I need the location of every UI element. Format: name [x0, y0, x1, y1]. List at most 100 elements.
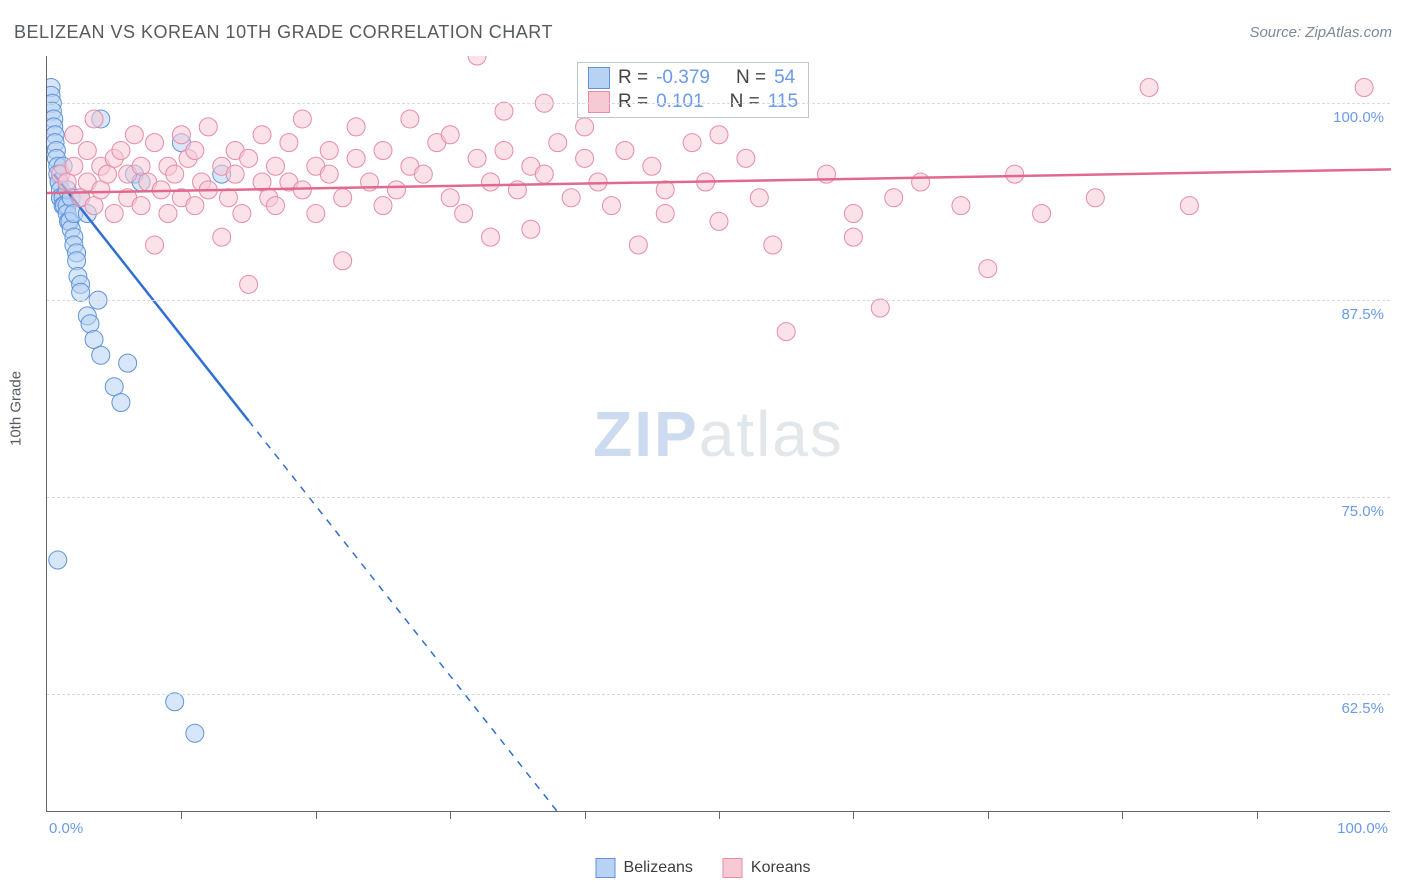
data-point	[522, 220, 540, 238]
scatter-svg	[47, 56, 1391, 812]
data-point	[266, 197, 284, 215]
data-point	[616, 142, 634, 160]
legend-swatch	[596, 858, 616, 878]
y-axis-label: 10th Grade	[8, 371, 25, 446]
data-point	[81, 315, 99, 333]
x-max-label: 100.0%	[1337, 820, 1388, 837]
data-point	[320, 142, 338, 160]
data-point	[656, 205, 674, 223]
data-point	[240, 275, 258, 293]
chart-title: BELIZEAN VS KOREAN 10TH GRADE CORRELATIO…	[14, 22, 553, 43]
data-point	[85, 110, 103, 128]
data-point	[912, 173, 930, 191]
data-point	[1140, 79, 1158, 97]
data-point	[78, 142, 96, 160]
legend-swatch	[588, 67, 610, 89]
data-point	[979, 260, 997, 278]
data-point	[468, 149, 486, 167]
data-point	[186, 197, 204, 215]
legend-R-label: R =	[618, 91, 648, 113]
data-point	[576, 118, 594, 136]
data-point	[710, 126, 728, 144]
data-point	[307, 205, 325, 223]
data-point	[132, 197, 150, 215]
data-point	[92, 346, 110, 364]
grid-line	[47, 694, 1390, 695]
legend-bottom: Belizeans Koreans	[596, 858, 811, 878]
data-point	[213, 228, 231, 246]
y-tick-label: 75.0%	[1341, 503, 1384, 520]
grid-line	[47, 103, 1390, 104]
data-point	[441, 189, 459, 207]
legend-R-value: 0.101	[656, 91, 704, 113]
data-point	[186, 724, 204, 742]
data-point	[549, 134, 567, 152]
data-point	[764, 236, 782, 254]
data-point	[266, 157, 284, 175]
x-tick	[316, 811, 317, 819]
data-point	[347, 149, 365, 167]
x-tick	[181, 811, 182, 819]
data-point	[119, 354, 137, 372]
legend-top: R =-0.379N =54R =0.101N =115	[577, 62, 809, 118]
y-tick-label: 62.5%	[1341, 700, 1384, 717]
data-point	[401, 110, 419, 128]
data-point	[374, 142, 392, 160]
data-point	[576, 149, 594, 167]
data-point	[199, 118, 217, 136]
legend-row: R = -0.379 N = 54	[588, 67, 798, 89]
data-point	[166, 165, 184, 183]
data-point	[414, 165, 432, 183]
data-point	[656, 181, 674, 199]
data-point	[112, 394, 130, 412]
header: BELIZEAN VS KOREAN 10TH GRADE CORRELATIO…	[14, 22, 1392, 43]
data-point	[334, 252, 352, 270]
data-point	[112, 142, 130, 160]
legend-R-label: R =	[618, 67, 648, 89]
data-point	[65, 157, 83, 175]
legend-bottom-item: Belizeans	[596, 858, 693, 878]
data-point	[1086, 189, 1104, 207]
data-point	[629, 236, 647, 254]
x-tick	[853, 811, 854, 819]
x-tick	[585, 811, 586, 819]
data-point	[844, 205, 862, 223]
legend-series-name: Belizeans	[624, 859, 693, 877]
data-point	[482, 173, 500, 191]
plot-area: ZIPatlas R =-0.379N =54R =0.101N =115 10…	[46, 56, 1390, 812]
grid-line	[47, 497, 1390, 498]
data-point	[643, 157, 661, 175]
grid-line	[47, 300, 1390, 301]
data-point	[49, 551, 67, 569]
data-point	[482, 228, 500, 246]
data-point	[65, 126, 83, 144]
data-point	[777, 323, 795, 341]
data-point	[387, 181, 405, 199]
data-point	[125, 126, 143, 144]
legend-R-value: -0.379	[656, 67, 710, 89]
data-point	[844, 228, 862, 246]
data-point	[535, 165, 553, 183]
data-point	[495, 102, 513, 120]
data-point	[347, 118, 365, 136]
legend-swatch	[588, 91, 610, 113]
data-point	[219, 189, 237, 207]
data-point	[334, 189, 352, 207]
data-point	[1355, 79, 1373, 97]
data-point	[1006, 165, 1024, 183]
data-point	[468, 56, 486, 65]
data-point	[1033, 205, 1051, 223]
source-label: Source: ZipAtlas.com	[1249, 24, 1392, 41]
data-point	[455, 205, 473, 223]
x-tick	[719, 811, 720, 819]
data-point	[253, 126, 271, 144]
legend-row: R =0.101N =115	[588, 91, 798, 113]
data-point	[68, 252, 86, 270]
data-point	[240, 149, 258, 167]
data-point	[441, 126, 459, 144]
legend-N-value: 54	[774, 67, 795, 89]
x-tick	[1257, 811, 1258, 819]
legend-N-label: N =	[736, 67, 766, 89]
legend-bottom-item: Koreans	[723, 858, 811, 878]
legend-series-name: Koreans	[751, 859, 811, 877]
